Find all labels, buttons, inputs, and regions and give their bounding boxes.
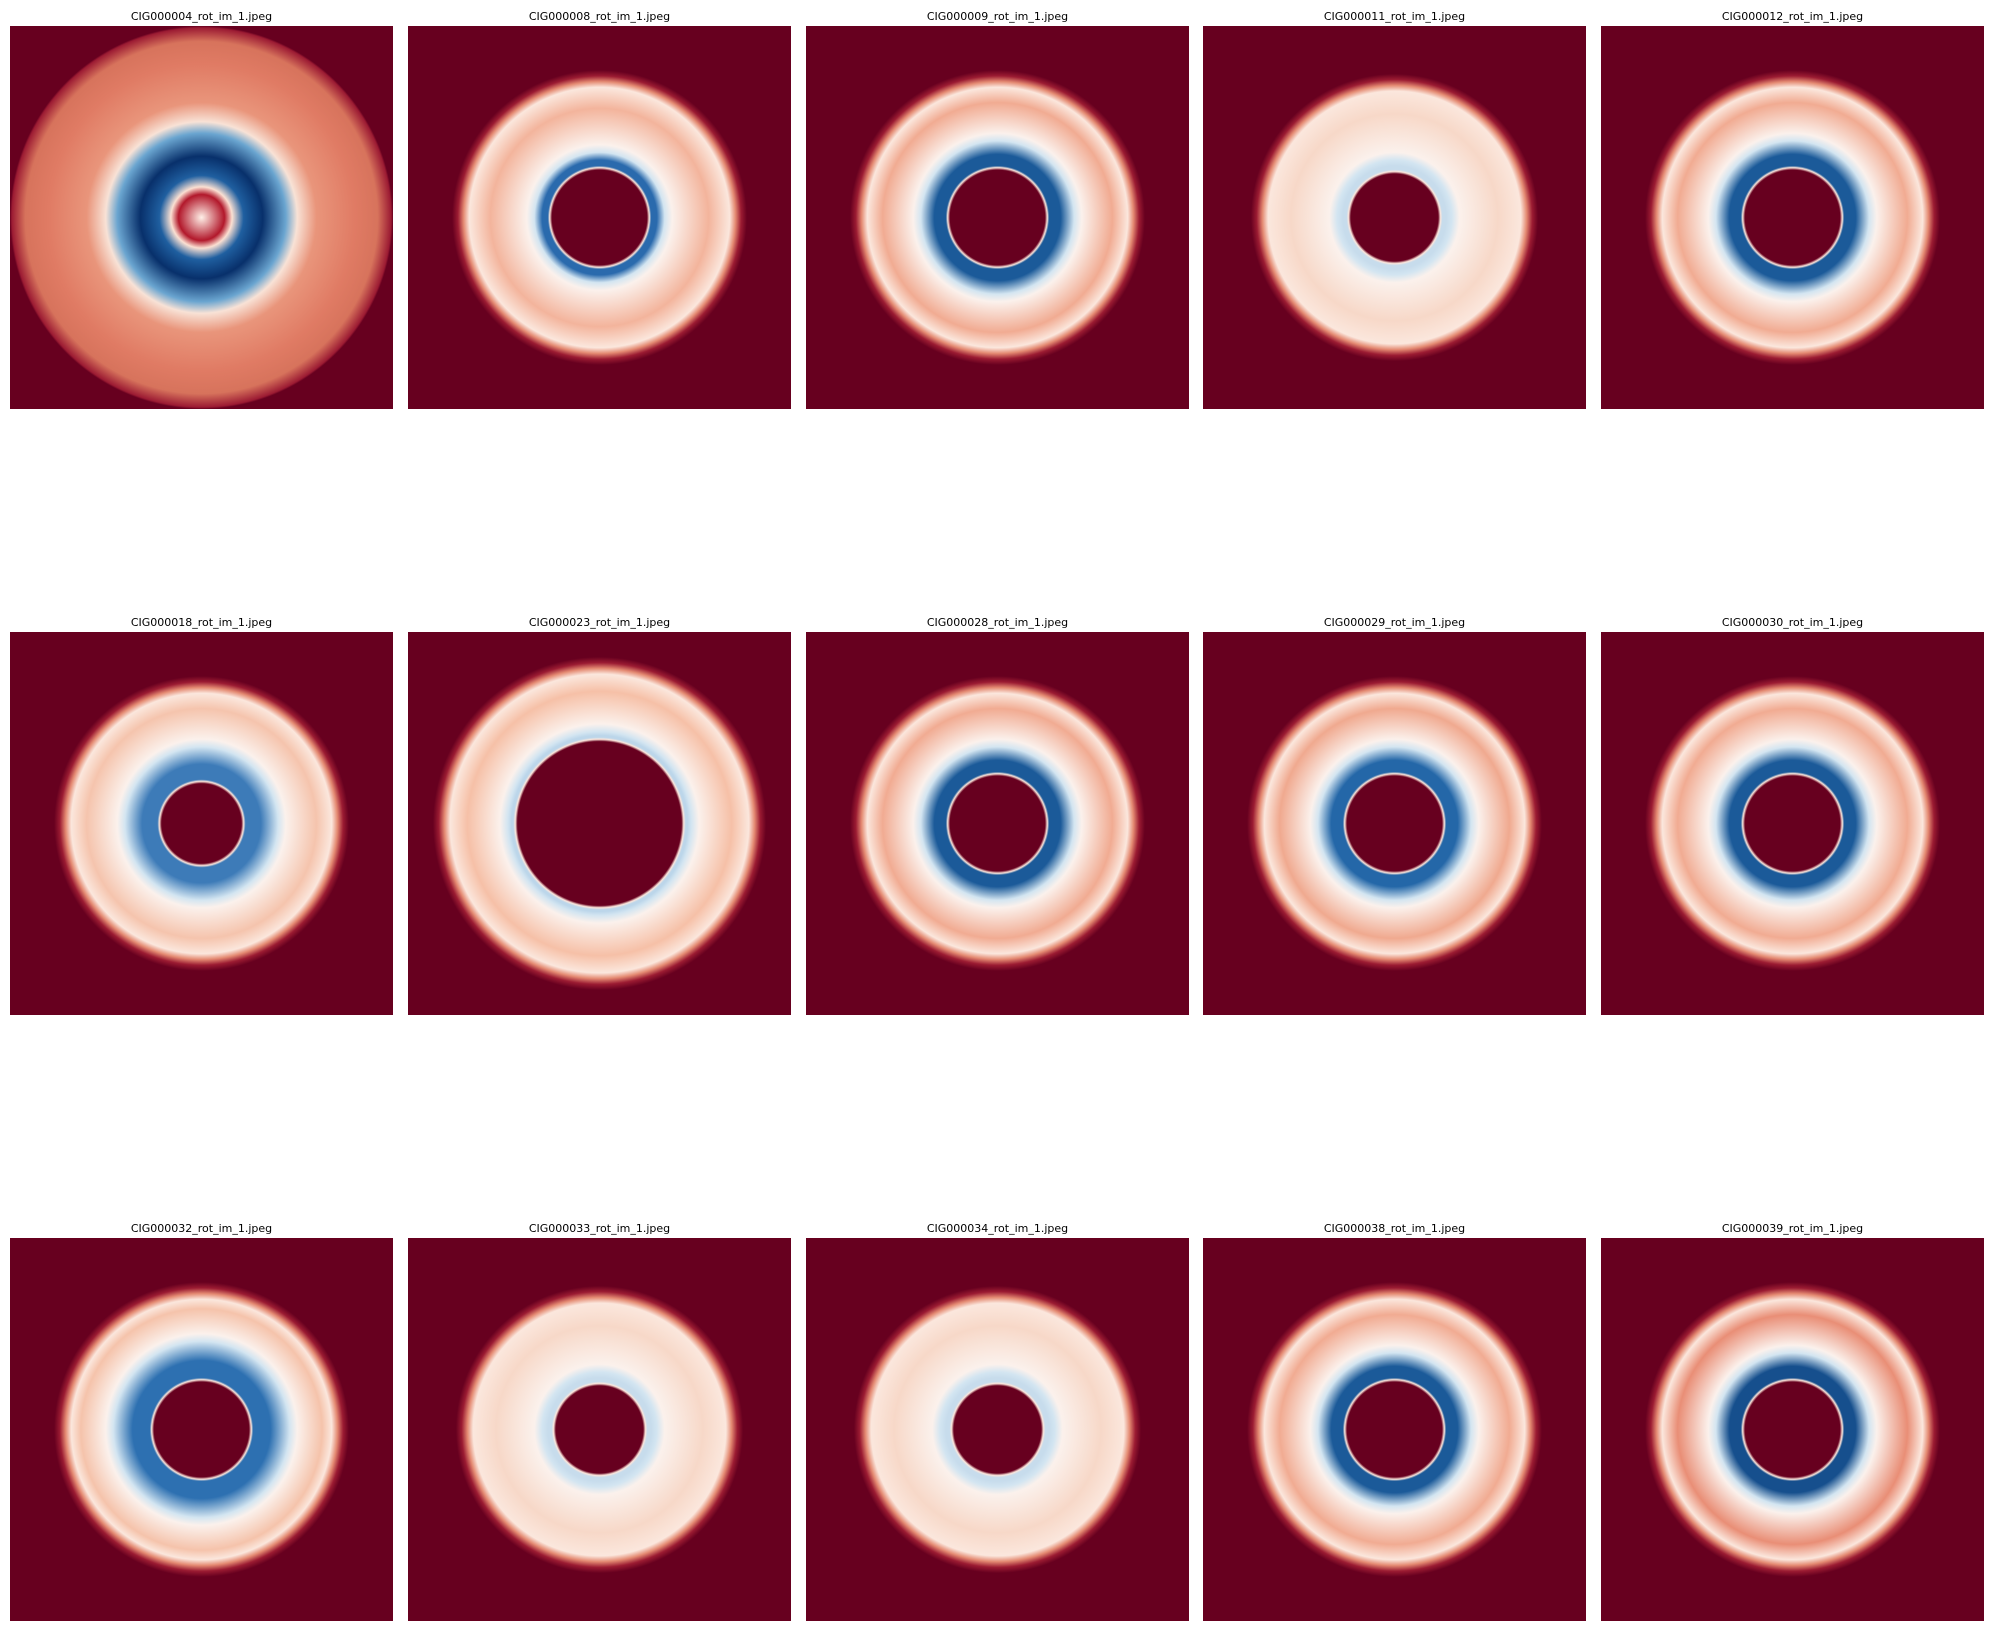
- panel-title: CIG000009_rot_im_1.jpeg: [926, 10, 1069, 23]
- heatmap-field: [408, 632, 791, 1015]
- panel-title: CIG000038_rot_im_1.jpeg: [1323, 1222, 1466, 1235]
- heatmap-field: [1601, 1238, 1984, 1621]
- panel-title: CIG000030_rot_im_1.jpeg: [1721, 616, 1864, 629]
- panel-title: CIG000039_rot_im_1.jpeg: [1721, 1222, 1864, 1235]
- heatmap-field: [10, 1238, 393, 1621]
- ring-image: [408, 1238, 791, 1621]
- ring-image: [1601, 632, 1984, 1015]
- panel-title: CIG000029_rot_im_1.jpeg: [1323, 616, 1466, 629]
- ring-image: [408, 632, 791, 1015]
- panel-title: CIG000028_rot_im_1.jpeg: [926, 616, 1069, 629]
- heatmap-field: [408, 1238, 791, 1621]
- panel-title: CIG000033_rot_im_1.jpeg: [528, 1222, 671, 1235]
- heatmap-field: [10, 26, 393, 409]
- heatmap-field: [806, 1238, 1189, 1621]
- heatmap-field: [408, 26, 791, 409]
- panel-title: CIG000023_rot_im_1.jpeg: [528, 616, 671, 629]
- ring-image: [10, 632, 393, 1015]
- panel-title: CIG000018_rot_im_1.jpeg: [130, 616, 273, 629]
- ring-image: [806, 632, 1189, 1015]
- ring-image: [806, 1238, 1189, 1621]
- heatmap-field: [806, 26, 1189, 409]
- panel-title: CIG000032_rot_im_1.jpeg: [130, 1222, 273, 1235]
- heatmap-field: [1601, 632, 1984, 1015]
- ring-image: [1203, 1238, 1586, 1621]
- ring-image: [10, 26, 393, 409]
- heatmap-field: [806, 632, 1189, 1015]
- heatmap-field: [1203, 632, 1586, 1015]
- heatmap-field: [1601, 26, 1984, 409]
- ring-image: [1203, 632, 1586, 1015]
- panel-title: CIG000012_rot_im_1.jpeg: [1721, 10, 1864, 23]
- heatmap-field: [1203, 26, 1586, 409]
- panel-title: CIG000008_rot_im_1.jpeg: [528, 10, 671, 23]
- panel-title: CIG000011_rot_im_1.jpeg: [1323, 10, 1466, 23]
- ring-image: [806, 26, 1189, 409]
- ring-image: [1601, 1238, 1984, 1621]
- panel-title: CIG000004_rot_im_1.jpeg: [130, 10, 273, 23]
- heatmap-field: [1203, 1238, 1586, 1621]
- ring-image: [1203, 26, 1586, 409]
- ring-image: [10, 1238, 393, 1621]
- ring-image: [1601, 26, 1984, 409]
- ring-image: [408, 26, 791, 409]
- panel-title: CIG000034_rot_im_1.jpeg: [926, 1222, 1069, 1235]
- heatmap-field: [10, 632, 393, 1015]
